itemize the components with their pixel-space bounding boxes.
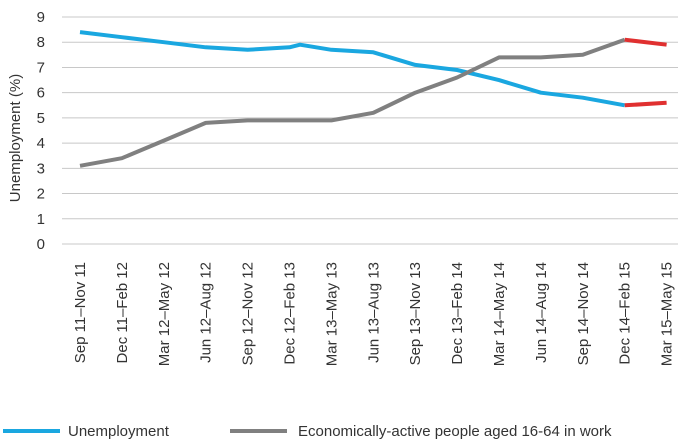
gridlines [62, 16, 678, 245]
x-tick-label: Dec 14–Feb 15 [617, 262, 634, 365]
x-tick-label: Mar 15–May 15 [659, 262, 676, 366]
y-tick-label: 8 [37, 34, 45, 51]
x-tick-label: Jun 13–Aug 13 [365, 262, 382, 363]
y-tick-label: 6 [37, 85, 45, 102]
x-tick-labels: Sep 11–Nov 11 Dec 11–Feb 12 Mar 12–May 12 J… [72, 262, 676, 366]
series-line-1 [79, 37, 626, 168]
y-tick-label: 2 [37, 186, 45, 203]
legend-label-1: Economically-active people aged 16-64 in… [298, 423, 612, 440]
x-tick-label: Mar 13–May 13 [323, 262, 340, 366]
y-tick-label: 3 [37, 160, 45, 177]
y-tick-labels: 0 1 2 3 4 5 6 7 8 9 [37, 9, 45, 253]
y-axis-title: Unemployment (%) [7, 74, 24, 202]
y-tick-label: 4 [37, 135, 45, 152]
y-tick-label: 7 [37, 59, 45, 76]
x-tick-label: Dec 11–Feb 12 [114, 262, 131, 363]
x-tick-label: Mar 12–May 12 [156, 262, 173, 366]
legend-label-0: Unemployment [68, 423, 170, 440]
x-tick-label: Dec 12–Feb 13 [282, 262, 299, 365]
x-tick-label: Sep 14–Nov 14 [575, 262, 592, 365]
x-tick-label: Sep 13–Nov 13 [407, 262, 424, 365]
x-tick-label: Mar 14–May 14 [491, 262, 508, 366]
y-tick-label: 0 [37, 236, 45, 253]
x-tick-label: Sep 12–Nov 12 [240, 262, 257, 365]
series-lines [79, 30, 667, 168]
x-tick-label: Dec 13–Feb 14 [449, 262, 466, 365]
x-tick-label: Sep 11–Nov 11 [72, 262, 89, 363]
y-tick-label: 9 [37, 9, 45, 26]
series-highlight-0 [624, 100, 667, 108]
y-tick-label: 1 [37, 211, 45, 228]
series-line-0 [79, 30, 626, 108]
x-tick-label: Jun 12–Aug 12 [198, 262, 215, 363]
legend: Unemployment Economically-active people a… [3, 423, 612, 440]
series-highlight-1 [624, 37, 667, 47]
x-tick-label: Jun 14–Aug 14 [533, 262, 550, 363]
y-tick-label: 5 [37, 110, 45, 127]
